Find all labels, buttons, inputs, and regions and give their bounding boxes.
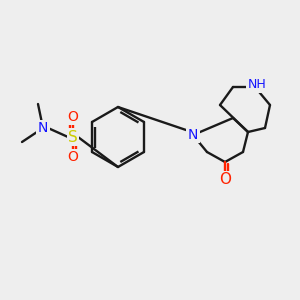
Text: O: O xyxy=(219,172,231,188)
Text: O: O xyxy=(68,150,78,164)
Text: N: N xyxy=(38,121,48,135)
Text: O: O xyxy=(68,110,78,124)
Text: S: S xyxy=(68,130,78,145)
Text: NH: NH xyxy=(248,79,266,92)
Text: N: N xyxy=(188,128,198,142)
Text: N: N xyxy=(188,128,198,142)
